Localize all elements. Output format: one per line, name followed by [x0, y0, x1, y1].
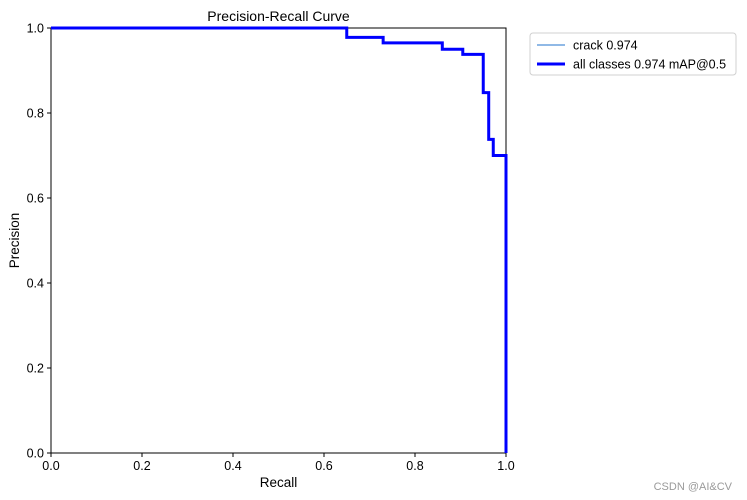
x-tick-label: 0.6 — [315, 459, 332, 473]
x-tick-label: 0.8 — [406, 459, 423, 473]
series-line-0 — [51, 27, 507, 453]
x-axis-title: Recall — [260, 475, 298, 490]
chart-title: Precision-Recall Curve — [207, 8, 350, 24]
y-tick-label: 0.6 — [27, 192, 44, 206]
x-tick-label: 1.0 — [497, 459, 514, 473]
x-tick-label: 0.0 — [42, 459, 59, 473]
series-layer — [51, 26, 508, 453]
y-tick-label: 1.0 — [27, 22, 44, 36]
y-axis-ticks: 0.0 0.2 0.4 0.6 0.8 1.0 — [27, 22, 51, 461]
legend-label-all-classes: all classes 0.974 mAP@0.5 — [573, 58, 726, 72]
y-tick-label: 0.0 — [27, 447, 44, 461]
legend-box — [529, 32, 737, 76]
x-tick-label: 0.2 — [133, 459, 150, 473]
legend-label-crack: crack 0.974 — [573, 39, 638, 53]
watermark: CSDN @AI&CV — [654, 481, 733, 493]
plot-frame — [50, 27, 507, 454]
y-tick-label: 0.2 — [27, 362, 44, 376]
y-tick-label: 0.4 — [27, 277, 44, 291]
x-axis-ticks: 0.0 0.2 0.4 0.6 0.8 1.0 — [42, 453, 515, 473]
series-line-1 — [51, 26, 508, 453]
legend: crack 0.974 all classes 0.974 mAP@0.5 — [529, 32, 737, 76]
x-tick-label: 0.4 — [224, 459, 241, 473]
y-tick-label: 0.8 — [27, 107, 44, 121]
y-axis-title: Precision — [7, 213, 22, 269]
